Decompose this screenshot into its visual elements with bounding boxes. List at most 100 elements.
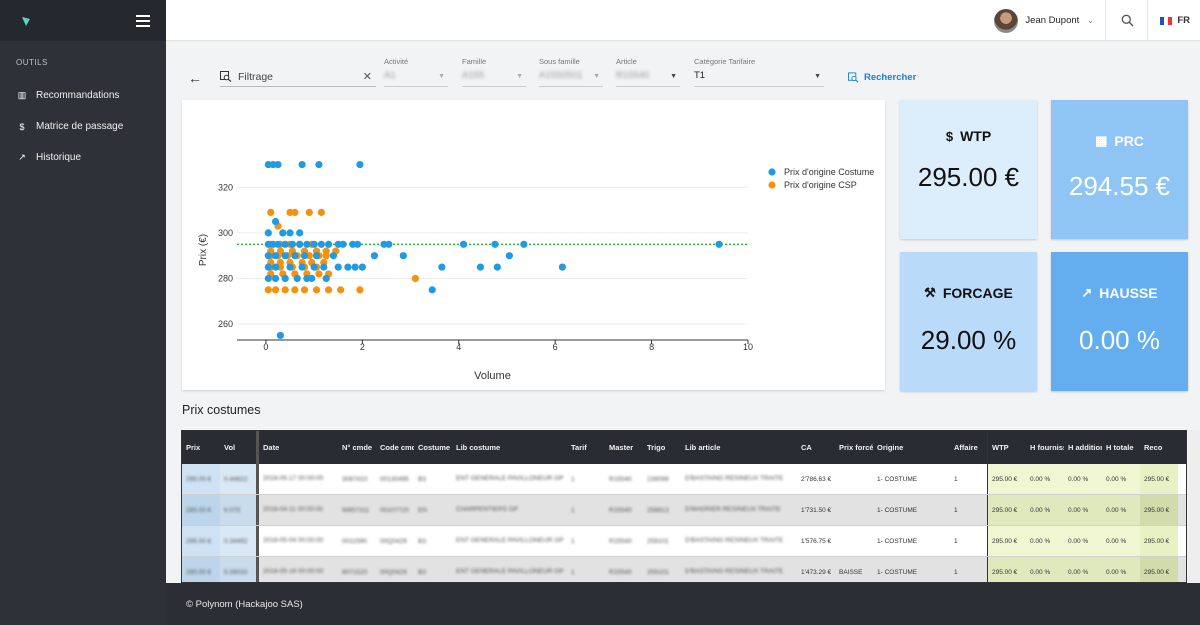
table-cell-text: W857311 — [342, 506, 370, 514]
table-cell-text: 0.00 % — [1068, 568, 1089, 576]
select-famille[interactable]: Famille A155 ▼ — [462, 57, 526, 87]
column-header[interactable]: Reco — [1140, 431, 1178, 464]
search-button[interactable] — [1106, 0, 1148, 41]
back-arrow-icon[interactable]: ← — [188, 70, 202, 86]
table-cell-text: 0.00 % — [1106, 537, 1127, 545]
table-cell: B3 — [414, 557, 452, 582]
table-cell: 00107720 — [376, 495, 414, 525]
data-point — [411, 274, 419, 283]
data-point — [353, 240, 362, 248]
kpi-title-text: FORCAGE — [942, 285, 1013, 301]
table-cell: 0.00 % — [1102, 526, 1140, 556]
data-point — [505, 252, 513, 260]
search-submit-button[interactable]: Rechercher — [848, 72, 916, 83]
column-header[interactable]: Lib article — [685, 443, 721, 452]
column-header[interactable]: H fournisseur — [1026, 431, 1064, 464]
data-point — [281, 286, 289, 294]
sidebar-item-historique[interactable]: ↗ Historique — [0, 142, 166, 173]
scrollbar[interactable] — [1188, 430, 1200, 583]
y-tick-label: 300 — [218, 228, 233, 238]
sidebar-item-recommandations[interactable]: ▥ Recommandations — [0, 80, 166, 111]
column-header[interactable]: H additionnelle — [1064, 431, 1102, 464]
table-row[interactable]: 295.00 € 0.44622 2018-05-17 00:00:00 308741… — [182, 464, 1186, 495]
table-cell: 1 — [950, 495, 987, 525]
table-cell-text: 1 — [571, 568, 575, 576]
column-header[interactable]: Costume — [418, 443, 451, 452]
column-header[interactable]: N° cmde — [342, 443, 373, 452]
data-point — [291, 252, 299, 260]
data-point — [317, 208, 325, 217]
footer: © Polynom (Hackajoo SAS) — [166, 583, 1200, 625]
table-cell: 1 — [567, 464, 605, 494]
data-point — [291, 286, 299, 294]
column-header[interactable]: Code cmde — [380, 443, 414, 452]
column-header[interactable]: WTP — [987, 431, 1026, 464]
table-cell: 2018-04-11 00:00:00 — [259, 495, 338, 525]
column-header[interactable]: Tarif — [571, 443, 587, 452]
column-header[interactable]: Origine — [877, 443, 904, 452]
language-label: FR — [1177, 15, 1190, 26]
kpi-title: ⚒ FORCAGE — [900, 285, 1037, 301]
table-cell-text: 0.00 % — [1030, 475, 1051, 483]
scatter-chart: 260 280 300 320 0 2 4 6 8 10 Volume Prix (€) Prix d'… — [198, 160, 874, 382]
select-sous-famille[interactable]: Sous famille A1550501 ▼ — [539, 57, 603, 87]
select-article[interactable]: Article R15540 ▼ — [616, 57, 680, 87]
table-cell: 295.00 € — [1140, 557, 1178, 582]
column-header[interactable]: CA — [801, 443, 812, 452]
data-point — [271, 263, 280, 271]
table-cell-text: 00Q0429 — [380, 537, 407, 545]
table-cell — [835, 464, 873, 494]
x-tick-label: 0 — [263, 342, 268, 352]
data-point — [476, 263, 485, 271]
column-header[interactable]: H totale — [1102, 431, 1140, 464]
data-point — [520, 240, 528, 248]
user-menu[interactable]: Jean Dupont ⌄ — [994, 0, 1094, 41]
data-point — [315, 160, 323, 169]
menu-icon[interactable] — [136, 14, 150, 27]
table-cell-text: 0.00 % — [1068, 537, 1089, 545]
table-cell-text: D'BASTAING RESINEUX TRAITE — [685, 475, 784, 482]
table-cell: D'BASTAING RESINEUX TRAITE — [681, 464, 797, 494]
language-selector[interactable]: FR — [1160, 0, 1190, 41]
sidebar-item-matrice[interactable]: $ Matrice de passage — [0, 111, 166, 142]
table-cell-text: ENT GENERALE PAVILLONEUR GP — [456, 475, 564, 482]
data-point — [324, 240, 333, 248]
table-cell: 1 — [567, 557, 605, 582]
column-header[interactable]: Vol — [220, 431, 259, 464]
kpi-title: ↗ HAUSSE — [1051, 285, 1188, 301]
table-row[interactable]: 290.00 € 5.08033 2018-05-16 00:00:00 807152… — [182, 557, 1186, 582]
column-header[interactable]: Prix forcé — [839, 443, 873, 452]
kpi-title-text: PRC — [1114, 133, 1144, 149]
table-cell: 1- COSTUME — [873, 464, 950, 494]
table-row[interactable]: 295.00 € 0.34492 2018-05-04 00:00:00 001159… — [182, 526, 1186, 557]
column-header[interactable]: Prix — [182, 431, 220, 464]
table-cell: 285.00 € — [182, 495, 220, 525]
column-header[interactable]: Master — [609, 443, 634, 452]
select-activite[interactable]: Activité A1 ▼ — [384, 57, 448, 87]
table-cell: W857311 — [338, 495, 376, 525]
table-cell-text: ENT GENERALE PAVILLONEUR GP — [456, 537, 564, 544]
data-point — [493, 263, 501, 271]
filter-input[interactable]: Filtrage ✕ — [220, 67, 376, 87]
clear-icon[interactable]: ✕ — [362, 71, 372, 83]
data-point — [322, 252, 330, 260]
table-cell: 0.00 % — [1102, 557, 1140, 582]
column-header[interactable]: Date — [263, 443, 280, 452]
table-cell-text: 295.00 € — [1144, 568, 1170, 576]
select-categorie-tarifaire[interactable]: Catégorie Tarifaire T1 ▼ — [694, 57, 824, 87]
table-row[interactable]: 285.00 € 6.075 2018-04-11 00:00:00 W857311 0… — [182, 495, 1186, 526]
table-cell: R15540 — [605, 495, 643, 525]
column-header[interactable]: Lib costume — [456, 443, 501, 452]
column-header[interactable]: Affaire — [954, 443, 978, 452]
data-point — [337, 286, 345, 294]
search-icon — [1121, 14, 1133, 27]
y-axis-label: Prix (€) — [198, 234, 209, 266]
table-cell: 295.00 € — [1140, 495, 1178, 525]
column-header[interactable]: Trigo — [647, 443, 666, 452]
x-axis-label: Volume — [474, 370, 511, 382]
data-point — [320, 263, 328, 271]
table-cell: R15540 — [605, 557, 643, 582]
table-cell: 8071520 — [338, 557, 376, 582]
table-cell: ENT GENERALE PAVILLONEUR GP — [452, 464, 567, 494]
table-cell: 1 — [950, 464, 987, 494]
